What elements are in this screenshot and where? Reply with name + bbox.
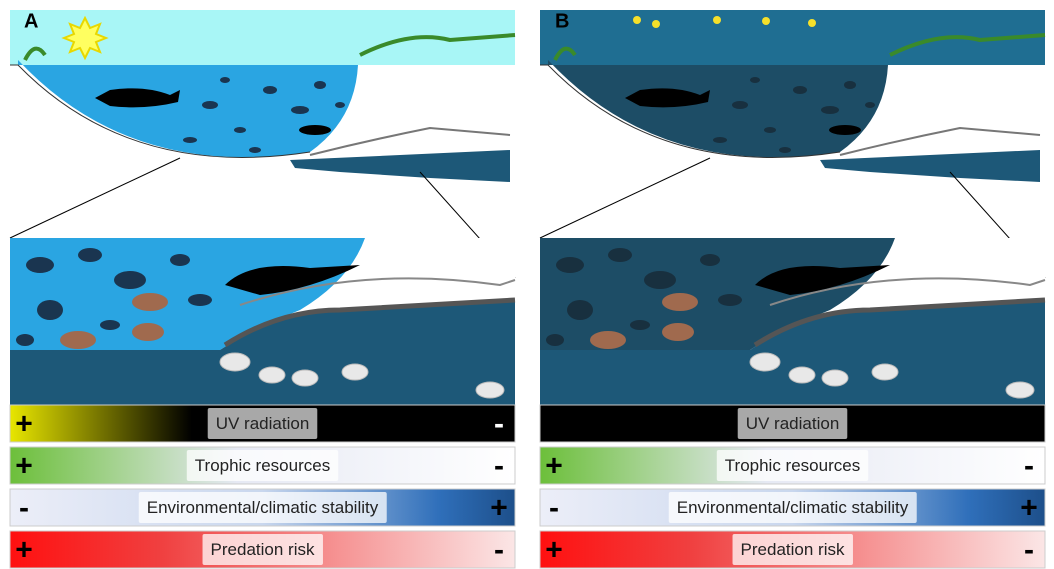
sign-left: +: [545, 533, 563, 566]
sign-right: -: [494, 407, 504, 440]
bar-label: Predation risk: [211, 540, 315, 559]
sign-left: -: [19, 491, 29, 524]
bars: UV radiation+-Trophic resources+-Environ…: [10, 405, 1045, 568]
sign-left: +: [15, 533, 33, 566]
scene-illustration: [540, 10, 1045, 406]
sign-left: +: [15, 407, 33, 440]
bar-label: UV radiation: [216, 414, 310, 433]
bar-label: Predation risk: [741, 540, 845, 559]
gradient-bar: Environmental/climatic stability - +: [10, 489, 515, 526]
gradient-bar: Trophic resources + -: [540, 447, 1045, 484]
sign-right: -: [494, 533, 504, 566]
sign-right: -: [494, 449, 504, 482]
panel-label: B: [555, 10, 569, 32]
sign-left: +: [545, 449, 563, 482]
sign-left: -: [549, 491, 559, 524]
gradient-bar: Trophic resources + -: [10, 447, 515, 484]
sign-right: -: [1024, 533, 1034, 566]
bar-label: Environmental/climatic stability: [677, 498, 909, 517]
scene-illustration: [10, 10, 515, 406]
sign-left: +: [15, 449, 33, 482]
gradient-bar: Environmental/climatic stability - +: [540, 489, 1045, 526]
bar-label: Environmental/climatic stability: [147, 498, 379, 517]
sun-icon: [64, 18, 106, 58]
bar-label: Trophic resources: [195, 456, 330, 475]
gradient-bar: UV radiation + -: [10, 405, 515, 442]
bar-label: Trophic resources: [725, 456, 860, 475]
gradient-bar: Predation risk + -: [540, 531, 1045, 568]
panel-label: A: [24, 10, 38, 32]
sign-right: +: [490, 491, 508, 524]
sign-right: +: [1020, 491, 1038, 524]
gradient-bar: UV radiation: [540, 405, 1045, 442]
sign-right: -: [1024, 449, 1034, 482]
figure: A B UV radiation+-Trophic resources+-Env…: [0, 0, 1054, 569]
gradient-bar: Predation risk + -: [10, 531, 515, 568]
bar-label: UV radiation: [746, 414, 840, 433]
